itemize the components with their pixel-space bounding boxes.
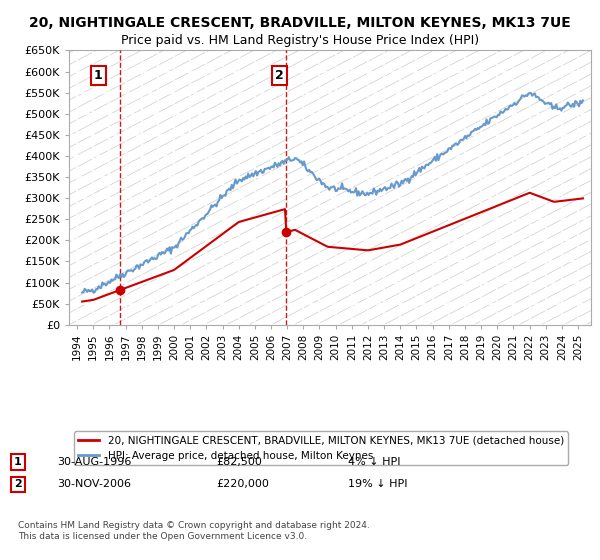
Text: 2: 2 <box>14 479 22 489</box>
Text: 1: 1 <box>14 457 22 467</box>
Text: 1: 1 <box>94 69 103 82</box>
Text: 2: 2 <box>275 69 283 82</box>
Text: This data is licensed under the Open Government Licence v3.0.: This data is licensed under the Open Gov… <box>18 532 307 541</box>
Text: £82,500: £82,500 <box>216 457 262 467</box>
Text: 30-NOV-2006: 30-NOV-2006 <box>57 479 131 489</box>
Text: £220,000: £220,000 <box>216 479 269 489</box>
Text: Price paid vs. HM Land Registry's House Price Index (HPI): Price paid vs. HM Land Registry's House … <box>121 34 479 46</box>
Text: 20, NIGHTINGALE CRESCENT, BRADVILLE, MILTON KEYNES, MK13 7UE: 20, NIGHTINGALE CRESCENT, BRADVILLE, MIL… <box>29 16 571 30</box>
Text: Contains HM Land Registry data © Crown copyright and database right 2024.: Contains HM Land Registry data © Crown c… <box>18 521 370 530</box>
Text: 19% ↓ HPI: 19% ↓ HPI <box>348 479 407 489</box>
Text: 4% ↓ HPI: 4% ↓ HPI <box>348 457 401 467</box>
Legend: 20, NIGHTINGALE CRESCENT, BRADVILLE, MILTON KEYNES, MK13 7UE (detached house), H: 20, NIGHTINGALE CRESCENT, BRADVILLE, MIL… <box>74 432 568 465</box>
Text: 30-AUG-1996: 30-AUG-1996 <box>57 457 131 467</box>
